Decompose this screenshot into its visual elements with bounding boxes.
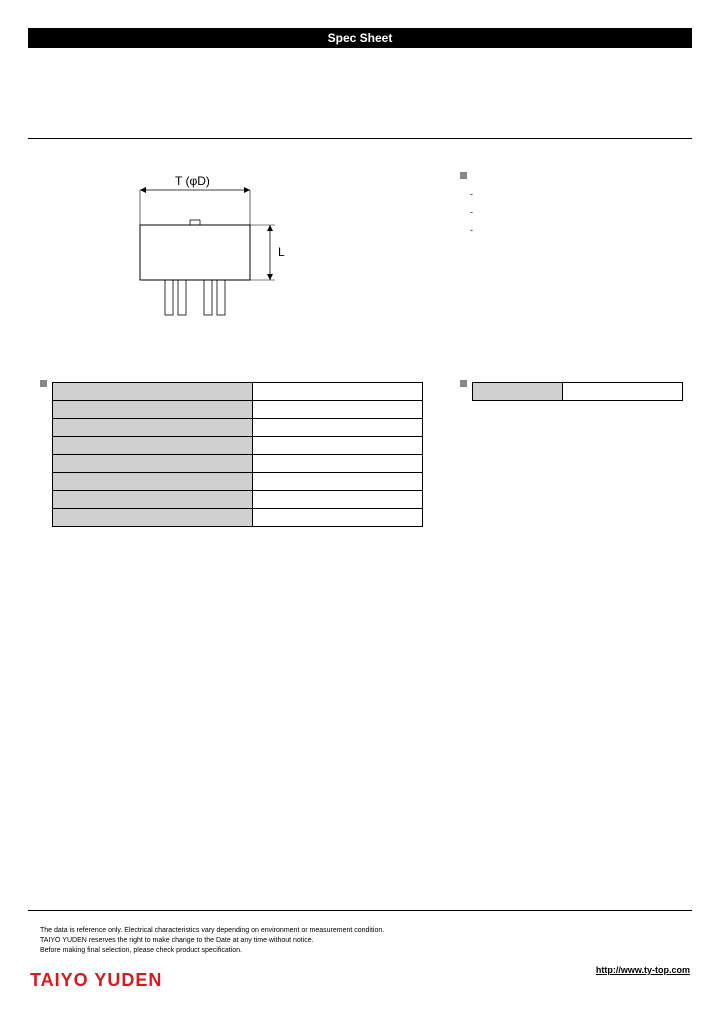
spec-label — [53, 401, 253, 419]
disclaimer-line: Before making final selection, please ch… — [40, 946, 680, 956]
spec-table — [52, 382, 423, 527]
divider-top — [28, 138, 692, 139]
divider-bottom — [28, 910, 692, 911]
square-marker-icon — [460, 172, 467, 179]
spec-sheet-header: Spec Sheet — [28, 28, 692, 48]
spec-value — [253, 491, 423, 509]
spec-value — [253, 419, 423, 437]
pack-table-section — [472, 378, 683, 401]
feature-item: - — [470, 189, 680, 199]
spec-label — [53, 419, 253, 437]
feature-item: - — [470, 225, 680, 235]
spec-table-section — [52, 378, 423, 527]
disclaimer-line: TAIYO YUDEN reserves the right to make c… — [40, 936, 680, 946]
square-marker-icon — [460, 380, 467, 387]
spec-label — [53, 509, 253, 527]
spec-label — [53, 455, 253, 473]
spec-label — [53, 491, 253, 509]
spec-value — [253, 455, 423, 473]
disclaimer-text: The data is reference only. Electrical c… — [40, 926, 680, 956]
spec-label — [53, 437, 253, 455]
spec-label — [53, 473, 253, 491]
spec-value — [253, 383, 423, 401]
company-logo: TAIYO YUDEN — [30, 970, 162, 991]
spec-value — [253, 401, 423, 419]
t-label: T (φD) — [175, 174, 210, 188]
company-url: http://www.ty-top.com — [596, 965, 690, 975]
pack-table — [472, 382, 683, 401]
disclaimer-line: The data is reference only. Electrical c… — [40, 926, 680, 936]
pack-label — [473, 383, 563, 401]
spec-value — [253, 437, 423, 455]
square-marker-icon — [40, 380, 47, 387]
features-list: - - - — [460, 170, 680, 235]
spec-value — [253, 473, 423, 491]
pack-value — [563, 383, 683, 401]
component-diagram: T (φD) L — [130, 170, 330, 350]
spec-value — [253, 509, 423, 527]
l-label: L — [278, 245, 285, 259]
feature-item: - — [470, 207, 680, 217]
spec-label — [53, 383, 253, 401]
